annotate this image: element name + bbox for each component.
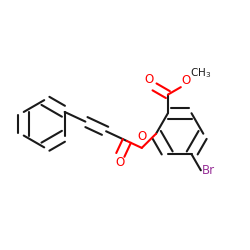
Text: Br: Br	[202, 164, 215, 177]
Text: O: O	[138, 130, 147, 143]
Text: O: O	[182, 74, 191, 87]
Text: O: O	[144, 74, 153, 86]
Text: O: O	[116, 156, 125, 169]
Text: CH$_3$: CH$_3$	[190, 66, 212, 80]
